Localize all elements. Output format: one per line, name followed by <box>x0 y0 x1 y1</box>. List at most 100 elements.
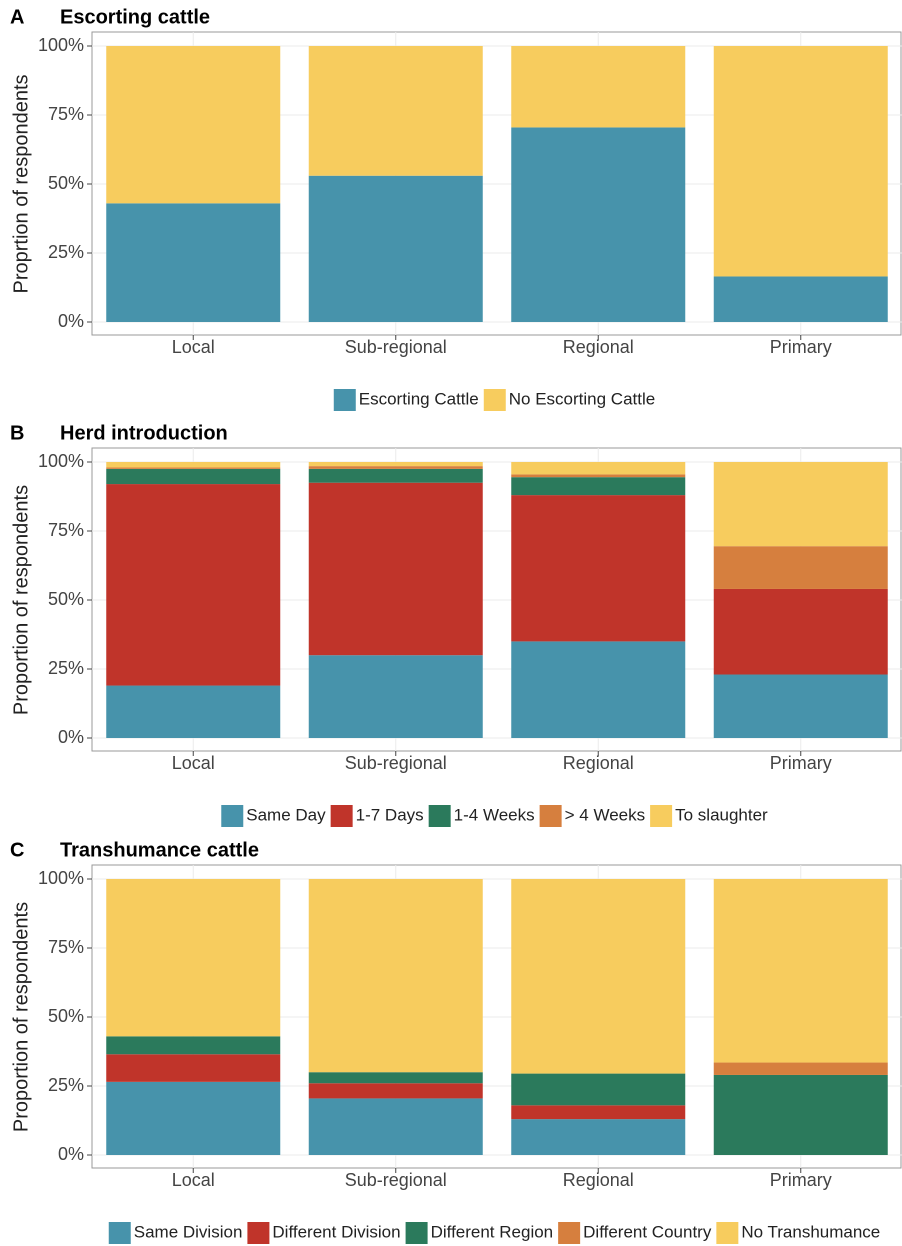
x-tick-label: Sub-regional <box>345 337 447 357</box>
x-tick-label: Sub-regional <box>345 753 447 773</box>
chart-title: Escorting cattle <box>60 6 210 28</box>
legend-label: Different Region <box>431 1222 554 1241</box>
y-tick-label: 50% <box>48 589 84 609</box>
y-tick-label: 75% <box>48 520 84 540</box>
x-tick-label: Local <box>172 1170 215 1190</box>
legend-swatch <box>330 805 353 827</box>
legend-label: Same Day <box>246 805 326 824</box>
bar-segment <box>308 1098 483 1155</box>
panel-letter: B <box>10 422 24 444</box>
bar-segment <box>713 462 888 547</box>
bar-segment <box>511 474 686 478</box>
bar-segment <box>511 477 686 496</box>
x-tick-label: Local <box>172 753 215 773</box>
x-tick-label: Primary <box>770 337 832 357</box>
y-tick-label: 75% <box>48 937 84 957</box>
bar-segment <box>511 127 686 322</box>
legend-swatch <box>405 1222 428 1244</box>
legend-swatch <box>539 805 562 827</box>
bar-segment <box>308 466 483 469</box>
bar-segment <box>308 655 483 738</box>
bar-segment <box>511 1073 686 1106</box>
bar-segment <box>106 1036 281 1055</box>
legend-swatch <box>247 1222 270 1244</box>
bar-segment <box>511 641 686 738</box>
y-tick-label: 75% <box>48 104 84 124</box>
legend-swatch <box>108 1222 131 1244</box>
bar-segment <box>106 1081 281 1155</box>
legend-label: > 4 Weeks <box>565 805 645 824</box>
legend-swatch <box>716 1222 739 1244</box>
y-tick-label: 100% <box>38 35 84 55</box>
bar-segment <box>511 879 686 1074</box>
bar-segment <box>511 46 686 128</box>
y-tick-label: 50% <box>48 173 84 193</box>
bar-segment <box>713 546 888 589</box>
bar-segment <box>308 462 483 467</box>
bar-segment <box>308 175 483 322</box>
legend-swatch <box>428 805 451 827</box>
legend-swatch <box>558 1222 581 1244</box>
bar-segment <box>106 46 281 204</box>
y-tick-label: 25% <box>48 1075 84 1095</box>
legend-label: Same Division <box>134 1222 243 1241</box>
y-axis-label: Proprtion of respondents <box>10 74 32 293</box>
y-tick-label: 25% <box>48 242 84 262</box>
x-tick-label: Regional <box>563 753 634 773</box>
y-tick-label: 100% <box>38 451 84 471</box>
legend-label: Escorting Cattle <box>359 389 479 408</box>
bar-segment <box>106 468 281 485</box>
bar-segment <box>713 1062 888 1075</box>
bar-segment <box>106 467 281 469</box>
bar-segment <box>511 462 686 475</box>
bar-segment <box>106 462 281 468</box>
bar-segment <box>713 879 888 1063</box>
y-axis-label: Proportion of respondents <box>10 485 32 715</box>
bar-segment <box>308 468 483 483</box>
legend-swatch <box>650 805 673 827</box>
bar-segment <box>308 46 483 176</box>
legend-label: To slaughter <box>675 805 768 824</box>
x-tick-label: Primary <box>770 1170 832 1190</box>
x-tick-label: Local <box>172 337 215 357</box>
chart-title: Herd introduction <box>60 422 228 444</box>
bar-segment <box>713 588 888 675</box>
legend-label: 1-7 Days <box>356 805 424 824</box>
bar-segment <box>511 495 686 642</box>
legend-label: Different Country <box>583 1222 712 1241</box>
x-tick-label: Regional <box>563 1170 634 1190</box>
bar-segment <box>308 1072 483 1084</box>
bar-segment <box>106 203 281 322</box>
y-axis-label: Proportion of respondents <box>10 902 32 1132</box>
legend-swatch <box>221 805 244 827</box>
legend-label: No Transhumance <box>741 1222 880 1241</box>
bar-segment <box>713 1074 888 1155</box>
bar-segment <box>106 1054 281 1082</box>
x-tick-label: Regional <box>563 337 634 357</box>
y-tick-label: 25% <box>48 658 84 678</box>
bar-segment <box>713 46 888 277</box>
bar-segment <box>106 685 281 738</box>
chart-title: Transhumance cattle <box>60 839 259 861</box>
bar-segment <box>106 484 281 686</box>
legend-label: 1-4 Weeks <box>454 805 535 824</box>
bar-segment <box>511 1105 686 1120</box>
y-tick-label: 50% <box>48 1006 84 1026</box>
bar-segment <box>713 276 888 322</box>
legend-label: No Escorting Cattle <box>509 389 655 408</box>
panel-letter: C <box>10 839 24 861</box>
bar-segment <box>308 879 483 1073</box>
legend-swatch <box>333 389 356 411</box>
y-tick-label: 0% <box>58 311 84 331</box>
y-tick-label: 0% <box>58 727 84 747</box>
bar-segment <box>308 1083 483 1099</box>
x-tick-label: Primary <box>770 753 832 773</box>
bar-segment <box>511 1119 686 1155</box>
y-tick-label: 0% <box>58 1144 84 1164</box>
y-tick-label: 100% <box>38 868 84 888</box>
panel-letter: A <box>10 6 24 28</box>
bar-segment <box>308 482 483 656</box>
x-tick-label: Sub-regional <box>345 1170 447 1190</box>
bar-segment <box>106 879 281 1037</box>
